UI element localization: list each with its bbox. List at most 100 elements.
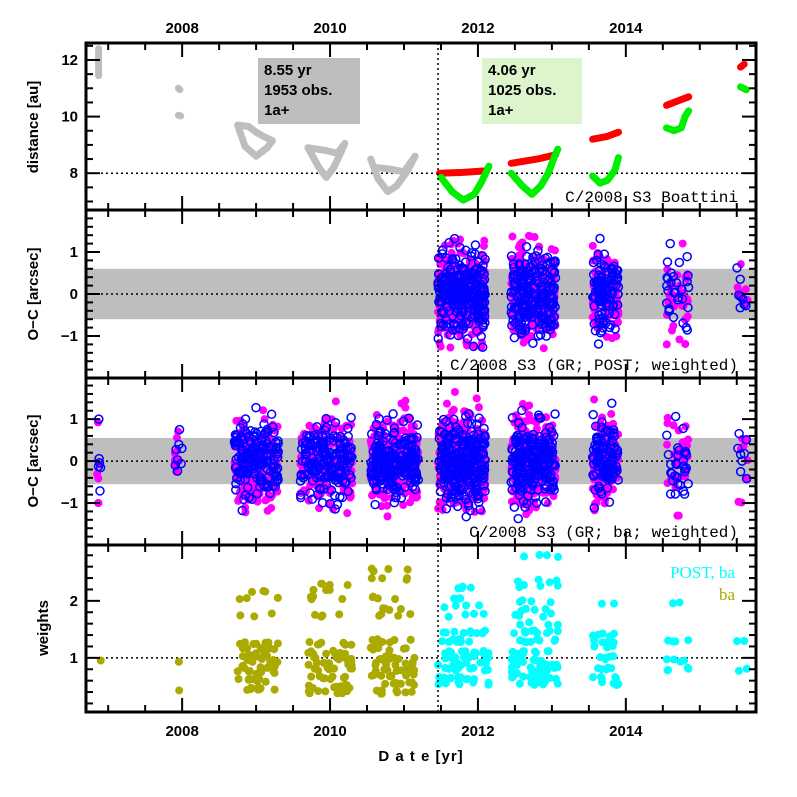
dec-residual-point <box>374 414 384 424</box>
dec-residual-point <box>522 431 533 442</box>
dec-residual-point <box>506 251 517 261</box>
weight-point <box>390 636 399 645</box>
dec-residual-point <box>662 430 672 440</box>
weight-point <box>308 683 317 692</box>
dec-residual-point <box>234 439 245 449</box>
weight-point <box>263 663 272 672</box>
info-box <box>258 58 360 124</box>
weight-point <box>240 638 249 647</box>
ra-residual-point <box>479 241 488 250</box>
dec-residual-point <box>255 446 265 456</box>
dec-residual-point <box>549 312 559 322</box>
weight-point <box>434 660 443 669</box>
dec-residual-point <box>478 292 489 302</box>
weight-point <box>260 652 269 661</box>
ra-residual-point <box>331 397 340 406</box>
dec-residual-point <box>257 436 267 446</box>
dec-residual-point <box>673 479 683 489</box>
weight-point <box>539 612 548 621</box>
dec-residual-point <box>245 425 256 436</box>
dec-residual-point <box>237 445 247 456</box>
dec-residual-point <box>243 431 254 442</box>
weight-point <box>530 647 539 656</box>
dec-residual-point <box>448 272 459 282</box>
weight-point <box>406 610 415 619</box>
weight-point <box>598 638 607 647</box>
dec-residual-point <box>388 409 398 419</box>
series-segment <box>367 152 419 196</box>
dec-residual-point <box>339 478 350 488</box>
dec-residual-point <box>512 467 522 478</box>
dec-residual-point <box>464 274 475 285</box>
dec-residual-point <box>389 497 400 508</box>
dec-residual-point <box>263 426 273 437</box>
dec-residual-point <box>548 480 558 490</box>
dec-residual-point <box>509 332 520 343</box>
dec-residual-point <box>445 264 455 275</box>
dec-residual-point <box>517 458 527 469</box>
dec-residual-point <box>272 452 283 462</box>
dec-residual-point <box>234 468 245 479</box>
dec-residual-point <box>477 460 488 471</box>
dec-residual-point <box>521 241 532 252</box>
dec-residual-point <box>596 422 607 433</box>
dec-residual-point <box>303 470 313 480</box>
series-segment <box>437 162 493 204</box>
dec-residual-point <box>532 271 542 281</box>
dec-residual-point <box>393 465 403 476</box>
weight-point <box>734 666 743 675</box>
dec-residual-point <box>521 433 531 443</box>
weight-point <box>273 639 282 648</box>
dec-residual-point <box>343 486 353 497</box>
dec-residual-point <box>550 273 561 283</box>
dec-residual-point <box>384 445 395 456</box>
dec-residual-point <box>547 297 558 307</box>
dec-residual-point <box>253 463 263 473</box>
ra-residual-point <box>518 249 527 258</box>
dec-residual-point <box>459 490 469 501</box>
dec-residual-point <box>519 448 529 459</box>
dec-residual-point <box>514 418 524 428</box>
plot-area-oc-post <box>86 231 756 353</box>
dec-residual-point <box>479 305 489 316</box>
x-tick-label-bottom: 2014 <box>609 723 643 740</box>
dec-residual-point <box>435 463 446 474</box>
dec-residual-point <box>514 490 525 500</box>
dec-residual-point <box>371 441 382 451</box>
ra-residual-point <box>263 506 272 515</box>
dec-residual-point <box>683 270 693 281</box>
weight-point <box>611 673 620 682</box>
weight-point <box>518 596 527 605</box>
weight-point <box>410 666 419 675</box>
weight-point <box>520 552 529 561</box>
ra-residual-point <box>259 406 268 415</box>
dec-residual-point <box>530 282 541 292</box>
dec-residual-point <box>338 435 349 445</box>
dec-residual-point <box>457 443 467 454</box>
weight-point <box>663 666 672 675</box>
weight-point <box>321 687 330 696</box>
dec-residual-point <box>445 318 455 329</box>
dec-residual-point <box>679 489 690 499</box>
dec-residual-point <box>540 469 551 480</box>
weight-point <box>511 610 520 619</box>
dec-residual-point <box>526 453 537 464</box>
dec-residual-point <box>441 448 452 458</box>
dec-residual-point <box>437 282 447 293</box>
dec-residual-point <box>674 445 684 455</box>
dec-residual-point <box>528 338 538 348</box>
ra-residual-point <box>268 491 277 500</box>
ra-residual-point <box>508 232 517 241</box>
dec-residual-point <box>529 300 539 311</box>
dec-residual-point <box>436 318 446 329</box>
dec-residual-point <box>518 468 529 479</box>
weight-point <box>403 574 412 583</box>
dec-residual-point <box>517 405 527 416</box>
weight-point <box>530 680 539 689</box>
series-segment <box>737 60 748 71</box>
weight-point <box>733 637 742 646</box>
ra-residual-point <box>683 312 692 321</box>
dec-residual-point <box>478 449 488 459</box>
dec-residual-point <box>272 471 283 481</box>
